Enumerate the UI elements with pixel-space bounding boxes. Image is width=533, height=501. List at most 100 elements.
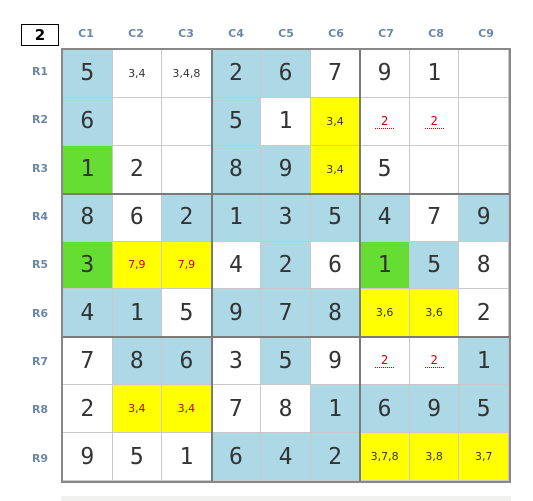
cell-r7c4[interactable]: 3 xyxy=(211,337,262,386)
cell-r3c9[interactable] xyxy=(459,145,509,194)
cell-r4c8[interactable]: 7 xyxy=(409,193,460,242)
cell-r5c4[interactable]: 4 xyxy=(211,241,262,290)
cell-r4c6[interactable]: 5 xyxy=(310,193,361,242)
box-divider-horizontal xyxy=(63,192,509,195)
cell-r7c5[interactable]: 5 xyxy=(261,337,311,386)
cell-r6c8[interactable]: 3,6 xyxy=(409,289,460,338)
cell-r4c2[interactable]: 6 xyxy=(112,193,163,242)
cell-r3c1[interactable]: 1 xyxy=(63,145,113,194)
box-divider-vertical xyxy=(210,50,213,481)
row-header-r1: R1 xyxy=(31,65,49,79)
cell-r5c5[interactable]: 2 xyxy=(261,241,311,290)
cell-r3c2[interactable]: 2 xyxy=(112,145,163,194)
cell-r5c9[interactable]: 8 xyxy=(459,241,509,290)
cell-r7c9[interactable]: 1 xyxy=(459,337,509,386)
cell-r9c1[interactable]: 9 xyxy=(63,433,113,481)
cell-r3c8[interactable] xyxy=(409,145,460,194)
cell-r6c1[interactable]: 4 xyxy=(63,289,113,338)
cell-r2c5[interactable]: 1 xyxy=(261,97,311,146)
row-header-r5: R5 xyxy=(31,258,49,272)
cell-r8c5[interactable]: 8 xyxy=(261,385,311,434)
cell-r8c1[interactable]: 2 xyxy=(63,385,113,434)
cell-r5c6[interactable]: 6 xyxy=(310,241,361,290)
cell-r8c7[interactable]: 6 xyxy=(360,385,410,434)
cell-r7c3[interactable]: 6 xyxy=(162,337,212,386)
cell-r2c6[interactable]: 3,4 xyxy=(310,97,361,146)
cell-r5c3[interactable]: 7,9 xyxy=(162,241,212,290)
cell-r9c4[interactable]: 6 xyxy=(211,433,262,481)
cell-r2c3[interactable] xyxy=(162,97,212,146)
cell-r1c1[interactable]: 5 xyxy=(63,50,113,98)
cell-r7c1[interactable]: 7 xyxy=(63,337,113,386)
cell-r8c2[interactable]: 3,4 xyxy=(112,385,163,434)
cell-r4c3[interactable]: 2 xyxy=(162,193,212,242)
cell-r9c3[interactable]: 1 xyxy=(162,433,212,481)
cell-r6c3[interactable]: 5 xyxy=(162,289,212,338)
cell-r9c8[interactable]: 3,8 xyxy=(409,433,460,481)
cell-r4c5[interactable]: 3 xyxy=(261,193,311,242)
cell-r9c5[interactable]: 4 xyxy=(261,433,311,481)
active-digit-indicator: 2 xyxy=(21,24,59,46)
cell-r6c7[interactable]: 3,6 xyxy=(360,289,410,338)
cell-r2c9[interactable] xyxy=(459,97,509,146)
cell-r2c8[interactable]: 2 xyxy=(409,97,460,146)
cell-r8c8[interactable]: 9 xyxy=(409,385,460,434)
candidate-marker: 2 xyxy=(424,114,444,129)
cell-r3c6[interactable]: 3,4 xyxy=(310,145,361,194)
cell-r2c1[interactable]: 6 xyxy=(63,97,113,146)
cell-r3c4[interactable]: 8 xyxy=(211,145,262,194)
cell-r5c7[interactable]: 1 xyxy=(360,241,410,290)
cell-r7c8[interactable]: 2 xyxy=(409,337,460,386)
cell-r6c2[interactable]: 1 xyxy=(112,289,163,338)
cell-r2c4[interactable]: 5 xyxy=(211,97,262,146)
row-header-r2: R2 xyxy=(31,113,49,127)
cell-r8c9[interactable]: 5 xyxy=(459,385,509,434)
cell-r4c7[interactable]: 4 xyxy=(360,193,410,242)
cell-r6c5[interactable]: 7 xyxy=(261,289,311,338)
cell-r1c8[interactable]: 1 xyxy=(409,50,460,98)
cell-r6c9[interactable]: 2 xyxy=(459,289,509,338)
cell-r1c3[interactable]: 3,4,8 xyxy=(162,50,212,98)
cell-r7c6[interactable]: 9 xyxy=(310,337,361,386)
cell-r1c6[interactable]: 7 xyxy=(310,50,361,98)
cell-r3c3[interactable] xyxy=(162,145,212,194)
cell-r9c2[interactable]: 5 xyxy=(112,433,163,481)
cell-r2c2[interactable] xyxy=(112,97,163,146)
cell-r4c1[interactable]: 8 xyxy=(63,193,113,242)
cell-r1c7[interactable]: 9 xyxy=(360,50,410,98)
cell-r6c4[interactable]: 9 xyxy=(211,289,262,338)
cell-r1c9[interactable] xyxy=(459,50,509,98)
cell-r1c2[interactable]: 3,4 xyxy=(112,50,163,98)
cell-r8c6[interactable]: 1 xyxy=(310,385,361,434)
cell-r7c7[interactable]: 2 xyxy=(360,337,410,386)
cell-r6c6[interactable]: 8 xyxy=(310,289,361,338)
cell-r2c7[interactable]: 2 xyxy=(360,97,410,146)
box-divider-vertical xyxy=(359,50,362,481)
cell-r8c3[interactable]: 3,4 xyxy=(162,385,212,434)
cell-r3c5[interactable]: 9 xyxy=(261,145,311,194)
column-header-c3: C3 xyxy=(178,27,194,40)
column-header-c2: C2 xyxy=(128,27,144,40)
row-header-r3: R3 xyxy=(31,161,49,175)
sudoku-grid: 5 3,4 3,4,8 2 6 7 9 1 6 5 1 3,4 2 2 1 2 8 9 3,4 5 8 6 2 1 3 5 4 7 9 3… xyxy=(61,48,511,483)
candidate-marker: 2 xyxy=(424,353,444,369)
row-header-r9: R9 xyxy=(31,451,49,465)
cell-r9c7[interactable]: 3,7,8 xyxy=(360,433,410,481)
candidate-marker: 2 xyxy=(374,114,395,129)
column-header-c5: C5 xyxy=(278,27,294,40)
cell-r3c7[interactable]: 5 xyxy=(360,145,410,194)
cell-r4c9[interactable]: 9 xyxy=(459,193,509,242)
cell-r5c1[interactable]: 3 xyxy=(63,241,113,290)
cell-r4c4[interactable]: 1 xyxy=(211,193,262,242)
column-header-c7: C7 xyxy=(378,27,394,40)
column-header-c1: C1 xyxy=(78,27,94,40)
cell-r5c2[interactable]: 7,9 xyxy=(112,241,163,290)
row-header-r6: R6 xyxy=(31,306,49,320)
cell-r1c4[interactable]: 2 xyxy=(211,50,262,98)
cell-r1c5[interactable]: 6 xyxy=(261,50,311,98)
cell-r8c4[interactable]: 7 xyxy=(211,385,262,434)
cell-r9c9[interactable]: 3,7 xyxy=(459,433,509,481)
cell-r7c2[interactable]: 8 xyxy=(112,337,163,386)
cell-r9c6[interactable]: 2 xyxy=(310,433,361,481)
cell-r5c8[interactable]: 5 xyxy=(409,241,460,290)
